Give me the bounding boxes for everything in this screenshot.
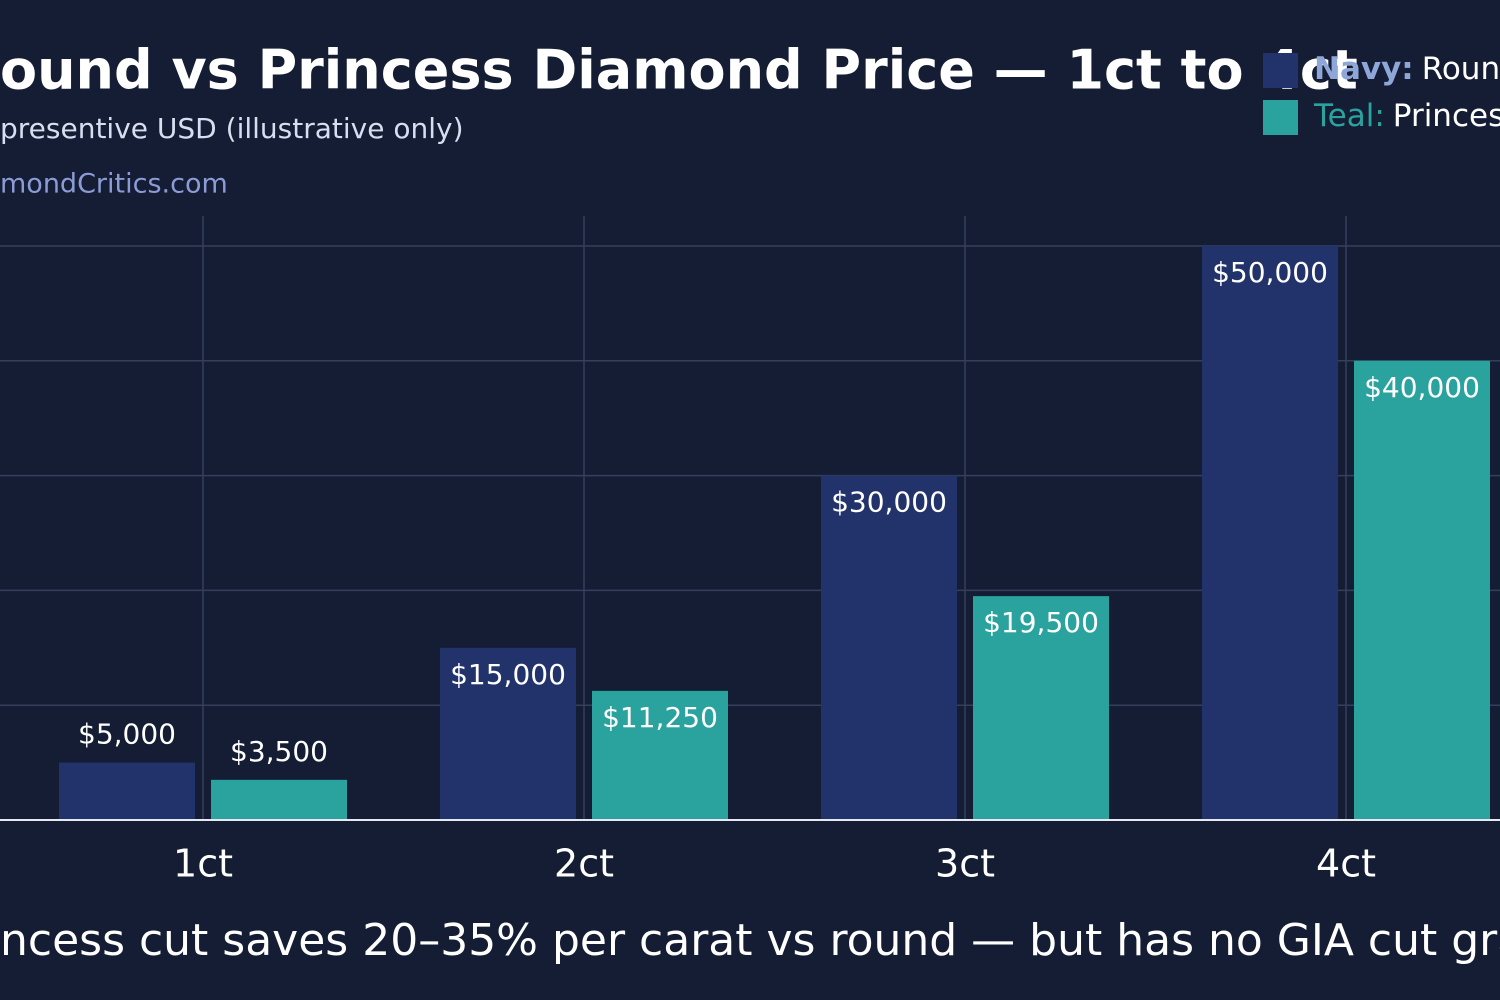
value-label: $40,000 <box>1364 371 1480 404</box>
value-label: $15,000 <box>450 658 566 691</box>
legend-prefix: Navy: <box>1314 51 1414 87</box>
value-label: $3,500 <box>230 735 328 768</box>
chart-title: ound vs Princess Diamond Price — 1ct to … <box>0 39 1358 102</box>
value-label: $5,000 <box>78 718 176 751</box>
legend-entry: Teal:Princess <box>1313 98 1500 134</box>
x-tick-label: 2ct <box>554 842 614 886</box>
bar <box>440 647 576 820</box>
bar <box>59 762 195 820</box>
bar <box>821 475 957 820</box>
x-tick-label: 3ct <box>935 842 995 886</box>
x-tick-label: 4ct <box>1316 842 1376 886</box>
bar <box>973 596 1109 820</box>
bar <box>1354 360 1490 820</box>
chart-source: mondCritics.com <box>0 169 228 200</box>
chart-subtitle: presentive USD (illustrative only) <box>0 112 464 145</box>
bar <box>1202 246 1338 820</box>
legend-name: Princess <box>1393 98 1500 134</box>
legend-entry: Navy:Round <box>1314 51 1500 87</box>
value-label: $50,000 <box>1212 256 1328 289</box>
legend-name: Round <box>1422 51 1500 87</box>
bar <box>592 690 728 820</box>
legend-swatch <box>1263 53 1298 88</box>
legend-swatch <box>1263 100 1298 135</box>
chart-footnote: ncess cut saves 20–35% per carat vs roun… <box>0 915 1500 966</box>
x-tick-label: 1ct <box>173 842 233 886</box>
value-label: $11,250 <box>602 701 718 734</box>
bar <box>211 779 347 820</box>
value-label: $30,000 <box>831 486 947 519</box>
legend-prefix: Teal: <box>1313 98 1385 134</box>
value-label: $19,500 <box>983 606 1099 639</box>
